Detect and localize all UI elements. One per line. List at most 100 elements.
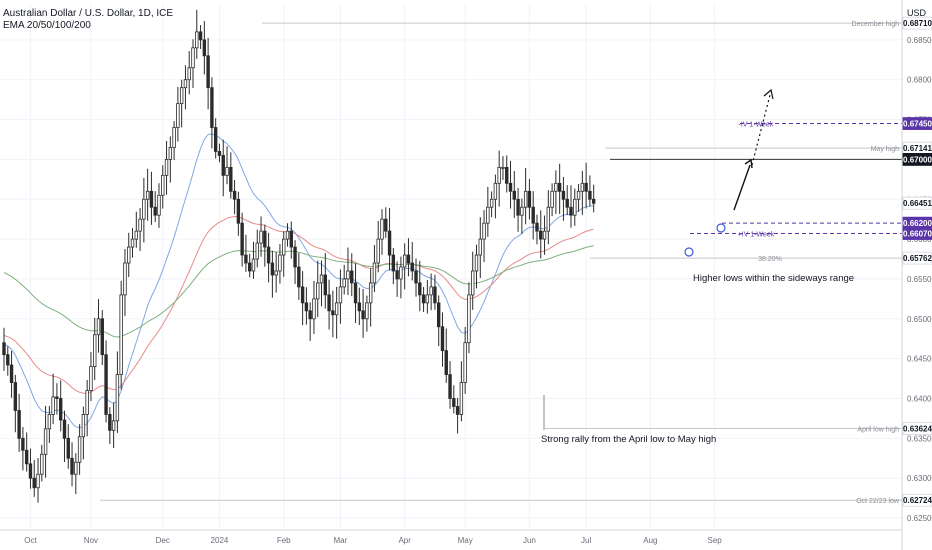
candle-body	[123, 262, 127, 296]
candle-body	[576, 190, 581, 200]
candle-body	[376, 238, 380, 264]
candle-body	[127, 246, 131, 264]
candle-body	[402, 254, 407, 268]
candle-body	[93, 334, 97, 368]
level-label: -IV 1-Week	[739, 122, 774, 129]
price-axis[interactable]: 0.685000.680000.675000.670000.665000.660…	[901, 0, 932, 550]
candle-body	[357, 302, 362, 312]
candle-body	[149, 190, 154, 208]
candle-body	[43, 428, 48, 455]
candle-body	[418, 282, 422, 296]
price-badge-label: 0.66200	[903, 219, 932, 228]
candle-body	[100, 318, 104, 356]
candle-body	[70, 457, 74, 475]
x-tick-label: Mar	[334, 536, 348, 545]
candle-body	[59, 398, 63, 421]
price-badge-label: 0.62724	[903, 496, 932, 505]
x-tick-label: 2024	[211, 536, 229, 545]
candle-body	[516, 198, 520, 216]
candle-body	[282, 238, 286, 256]
candle-body	[244, 254, 248, 264]
candle-body	[380, 218, 384, 240]
price-badge-label: 0.67000	[903, 155, 932, 164]
price-badge	[902, 153, 932, 166]
candle-body	[217, 151, 222, 156]
candle-body	[474, 254, 479, 272]
candle-body	[145, 190, 150, 200]
candle-body	[213, 127, 218, 152]
candle-body	[399, 266, 403, 280]
candle-body	[372, 262, 377, 284]
candle-body	[89, 366, 93, 391]
candle-body	[176, 103, 180, 128]
candle-body	[179, 87, 184, 105]
candle-body	[387, 230, 392, 256]
candle-body	[300, 286, 305, 304]
candle-body	[32, 477, 36, 489]
candle-body	[425, 294, 430, 304]
candle-body	[539, 230, 543, 240]
candle-body	[554, 182, 558, 192]
candle-body	[66, 437, 70, 459]
price-badge	[902, 196, 932, 210]
candle-body	[588, 190, 592, 200]
candle-body	[36, 473, 40, 489]
candle-body	[134, 230, 138, 240]
candle-body	[187, 67, 191, 81]
candle-body	[210, 87, 214, 128]
candle-body	[463, 342, 467, 383]
candle-body	[523, 190, 528, 208]
candle-body	[202, 39, 207, 57]
candle-body	[168, 147, 173, 160]
x-tick-label: Nov	[84, 536, 98, 545]
level-label: 38.20%	[758, 256, 782, 263]
candle-body	[229, 166, 233, 192]
candle-body	[493, 182, 498, 200]
candle-body	[395, 270, 399, 280]
dotted-projection	[751, 94, 771, 166]
candle-body	[368, 282, 373, 304]
ema-20-line	[3, 133, 594, 429]
candle-body	[47, 414, 52, 430]
price-badge	[902, 493, 932, 507]
candle-body	[115, 374, 120, 422]
price-badge-label: 0.65762	[903, 254, 932, 263]
candle-body	[81, 414, 86, 438]
candle-body	[266, 246, 271, 264]
candle-body	[232, 190, 237, 200]
time-axis[interactable]: Oct Nov Dec 2024 Feb Mar Apr May Jun Jul Aug Sep	[0, 529, 902, 545]
candle-body	[138, 218, 142, 232]
level-label: April low high	[857, 426, 899, 433]
candle-body	[384, 218, 388, 232]
price-badge	[902, 117, 932, 130]
candle-body	[21, 437, 25, 451]
candle-body	[421, 294, 426, 304]
candle-body	[557, 182, 562, 192]
candle-body	[191, 47, 195, 69]
candle-body	[270, 262, 275, 276]
candle-body	[164, 159, 169, 176]
candle-body	[62, 419, 67, 439]
candle-body	[51, 396, 55, 415]
candle-body	[591, 198, 596, 204]
candle-body	[153, 206, 157, 216]
candle-body	[478, 238, 482, 256]
candle-body	[24, 449, 29, 465]
indicator-label: EMA 20/50/100/200	[3, 20, 91, 31]
candle-body	[436, 302, 441, 328]
candle-body	[410, 262, 414, 272]
x-tick-label: Aug	[643, 536, 657, 545]
candle-body	[584, 182, 588, 192]
dotted-projection-head	[763, 88, 774, 100]
candle-body	[304, 302, 309, 312]
candle-body	[206, 55, 210, 89]
candle-body	[247, 262, 252, 272]
currency-label: USD	[907, 8, 927, 18]
candle-body	[130, 238, 135, 248]
